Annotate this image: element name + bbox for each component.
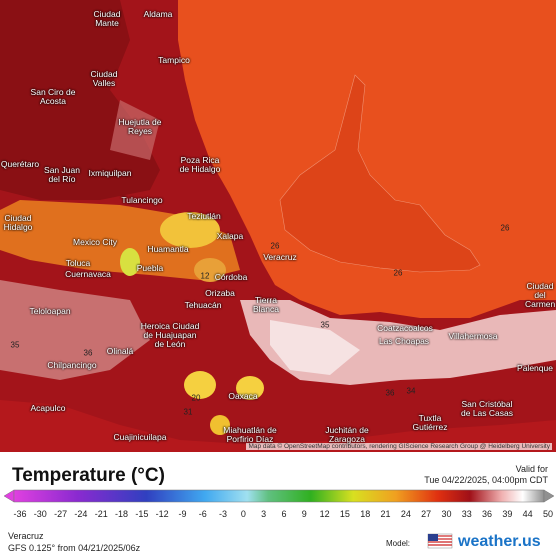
contour-label: 35 xyxy=(10,340,20,350)
city-label: Huejutla de Reyes xyxy=(118,117,162,136)
city-label: Mexico City xyxy=(73,237,117,247)
city-label: Teziutlán xyxy=(187,211,221,221)
colorbar-tick-label: 15 xyxy=(339,509,350,519)
city-label: Toluca xyxy=(65,258,91,268)
city-label: Veracruz xyxy=(263,252,297,262)
colorbar-tick-label: -9 xyxy=(178,509,187,519)
colorbar-tick-label: 30 xyxy=(441,509,452,519)
city-label: Xalapa xyxy=(216,231,244,241)
city-label: Olinalá xyxy=(106,346,134,356)
city-label: Orizaba xyxy=(205,288,235,298)
city-label: Tuxtla Gutiérrez xyxy=(412,413,448,432)
city-label: Chilpancingo xyxy=(47,360,97,370)
city-label: Cuernavaca xyxy=(65,269,111,279)
valid-label: Valid for xyxy=(515,464,548,474)
colorbar-tick-label: 24 xyxy=(400,509,411,519)
city-label: San Juan del Río xyxy=(44,165,80,184)
colorbar-tick-label: 44 xyxy=(522,509,533,519)
city-label: Ixmiquilpan xyxy=(88,168,132,178)
colorbar-tick-label: 12 xyxy=(319,509,330,519)
colorbar-tick-label: -3 xyxy=(219,509,228,519)
city-label: Querétaro xyxy=(0,159,40,169)
city-label: San Ciro de Acosta xyxy=(30,87,76,106)
city-label: Ciudad del Carmen xyxy=(525,281,556,309)
city-label: Tierra Blanca xyxy=(253,295,279,314)
contour-label: 26 xyxy=(393,268,403,278)
legend-title: Temperature (°C) xyxy=(12,465,165,486)
city-label: Córdoba xyxy=(214,272,248,282)
colorbar-tick-label: 33 xyxy=(461,509,472,519)
contour-label: 26 xyxy=(500,223,510,233)
contour-label: 35 xyxy=(320,320,330,330)
colorbar-tick-label: 39 xyxy=(502,509,513,519)
contour-label: 20 xyxy=(191,393,201,403)
model-run: GFS 0.125° from 04/21/2025/06z xyxy=(8,543,141,553)
contour-label: 26 xyxy=(270,241,280,251)
contour-label: 36 xyxy=(385,388,395,398)
colorbar-tick-label: -21 xyxy=(94,509,108,519)
colorbar-tick-label: 50 xyxy=(542,509,554,519)
colorbar-tick-label: 6 xyxy=(281,509,287,519)
city-label: Ciudad Hidalgo xyxy=(3,213,33,232)
colorbar-tick-label: -30 xyxy=(33,509,47,519)
colorbar-tick-label: 18 xyxy=(360,509,371,519)
colorbar-tick-label: 0 xyxy=(240,509,246,519)
model-label: Model: xyxy=(386,539,411,548)
city-label: Ciudad Mante xyxy=(93,9,121,28)
city-label: Teloloapan xyxy=(29,306,71,316)
colorbar-tick-label: 21 xyxy=(380,509,391,519)
city-label: Tulancingo xyxy=(121,195,163,205)
city-label: Palenque xyxy=(517,363,553,373)
city-label: Huamantla xyxy=(147,244,189,254)
legend-graphics xyxy=(3,489,555,549)
city-label: Las Choapas xyxy=(378,336,430,346)
city-label: San Cristóbal de Las Casas xyxy=(461,399,513,418)
colorbar-tick-label: -24 xyxy=(74,509,88,519)
colorbar-tick-label: -12 xyxy=(155,509,169,519)
city-label: Coatzacoalcos xyxy=(377,323,433,333)
city-label: Oaxaca xyxy=(228,391,258,401)
colorbar-tick-label: -27 xyxy=(54,509,68,519)
city-label: Aldama xyxy=(143,9,173,19)
city-label: Tampico xyxy=(158,55,190,65)
city-label: Juchitán de Zaragoza xyxy=(325,425,369,444)
city-label: Villahermosa xyxy=(448,331,498,341)
city-label: Acapulco xyxy=(30,403,66,413)
colorbar-tick-label: 27 xyxy=(421,509,432,519)
colorbar-tick-label: -6 xyxy=(198,509,207,519)
city-label: Tehuacán xyxy=(184,300,222,310)
colorbar-tick-label: 3 xyxy=(261,509,267,519)
city-label: Ciudad Valles xyxy=(90,69,118,88)
colorbar-tick-label: -18 xyxy=(115,509,129,519)
temperature-map xyxy=(0,0,556,452)
map-attribution: Map data © OpenStreetMap contributors, r… xyxy=(246,443,552,450)
colorbar-tick-label: 9 xyxy=(301,509,307,519)
city-label: Puebla xyxy=(136,263,164,273)
city-label: Poza Rica de Hidalgo xyxy=(179,155,221,174)
colorbar-tick-label: -15 xyxy=(135,509,149,519)
city-label: Heroica Ciudad de Huajuapan de León xyxy=(140,321,200,349)
region-name: Veracruz xyxy=(8,531,44,541)
brand-logo[interactable]: weather.us xyxy=(458,533,541,550)
contour-label: 34 xyxy=(406,386,416,396)
colorbar-tick-label: 36 xyxy=(482,509,493,519)
city-label: Miahuatlán de Porfirio Díaz xyxy=(223,425,277,444)
valid-time: Tue 04/22/2025, 04:00pm CDT xyxy=(424,475,548,485)
contour-label: 31 xyxy=(183,407,193,417)
colorbar-tick-label: -36 xyxy=(13,509,27,519)
contour-label: 36 xyxy=(83,348,93,358)
city-label: Cuajinicuilapa xyxy=(113,432,167,442)
contour-label: 12 xyxy=(200,271,210,281)
